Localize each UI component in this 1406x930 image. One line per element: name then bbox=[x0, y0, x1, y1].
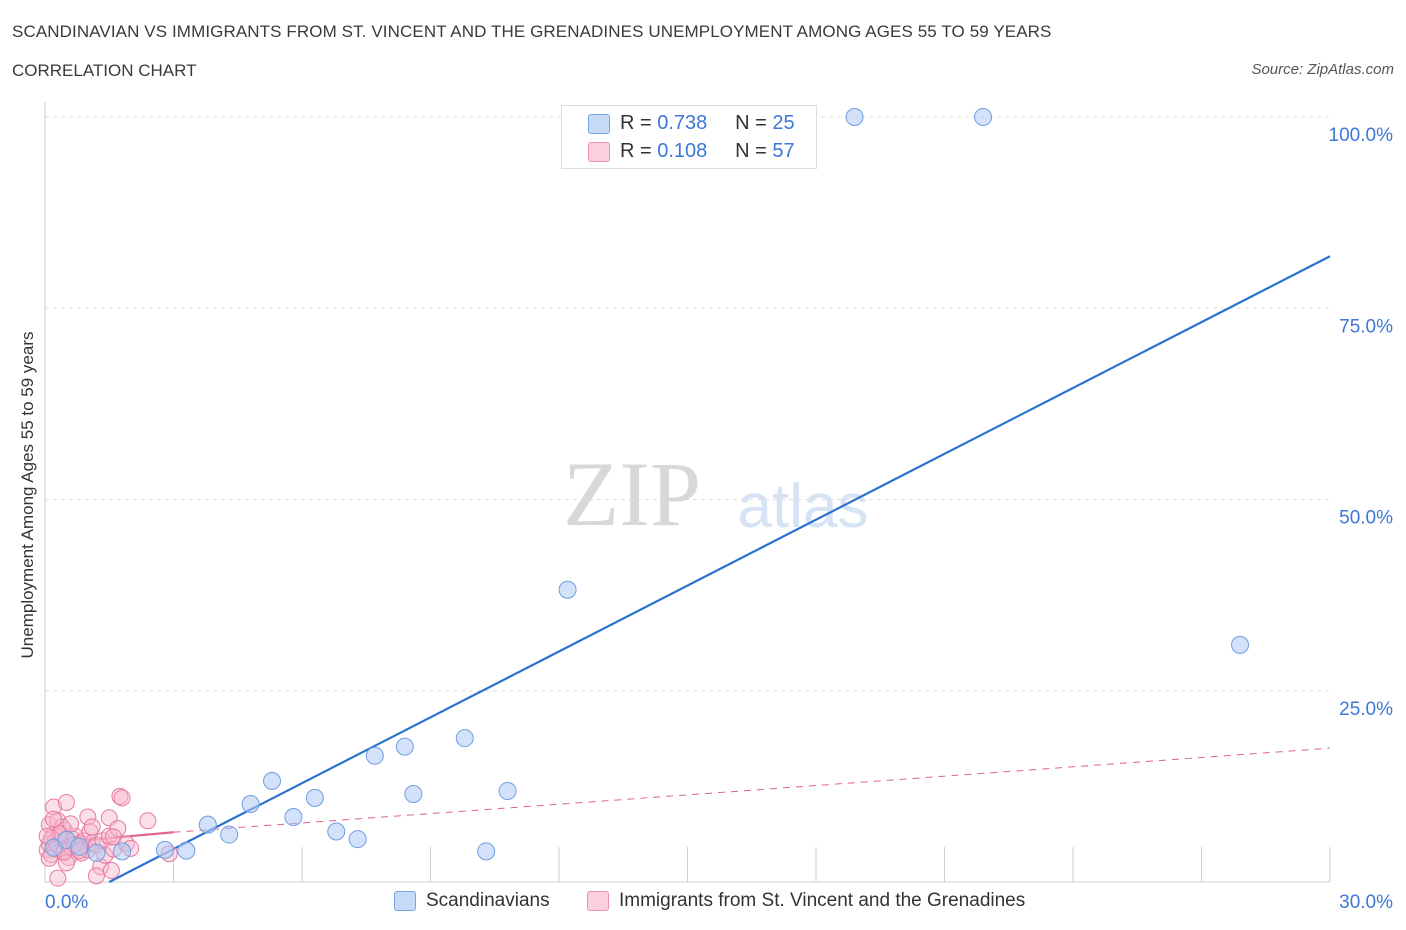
y-tick-label: 100.0% bbox=[1329, 125, 1394, 146]
n-label: N = bbox=[735, 112, 767, 134]
data-point-scandinavians bbox=[395, 737, 414, 756]
data-point-scandinavians bbox=[198, 815, 217, 834]
data-point-scandinavians bbox=[241, 794, 260, 813]
legend-label: Immigrants from St. Vincent and the Gren… bbox=[619, 890, 1026, 911]
data-point-scandinavians bbox=[348, 830, 367, 849]
n-value: 57 bbox=[772, 140, 795, 162]
data-point-scandinavians bbox=[558, 580, 577, 599]
r-label: R = bbox=[620, 112, 652, 134]
data-point-scandinavians bbox=[327, 822, 346, 841]
watermark: ZIP atlas bbox=[563, 443, 868, 545]
data-point-scandinavians bbox=[365, 746, 384, 765]
chart-title: SCANDINAVIAN VS IMMIGRANTS FROM ST. VINC… bbox=[12, 22, 1052, 41]
data-point-immigrants bbox=[102, 862, 120, 880]
r-value: 0.738 bbox=[657, 112, 708, 134]
data-point-scandinavians bbox=[974, 108, 993, 126]
data-point-scandinavians bbox=[498, 781, 517, 800]
data-point-immigrants bbox=[62, 815, 80, 833]
data-point-immigrants bbox=[79, 808, 97, 826]
trend-lines bbox=[44, 255, 1331, 883]
data-point-immigrants bbox=[57, 793, 75, 811]
data-point-immigrants bbox=[49, 869, 67, 887]
data-point-scandinavians bbox=[177, 841, 196, 860]
chart-subtitle: CORRELATION CHART bbox=[12, 61, 197, 80]
data-point-scandinavians bbox=[155, 840, 174, 859]
stats-legend: R = 0.738 N = 25 R = 0.108 N = 57 bbox=[561, 105, 817, 169]
source-attribution: Source: ZipAtlas.com bbox=[1251, 61, 1394, 78]
r-value: 0.108 bbox=[657, 140, 708, 162]
data-point-scandinavians bbox=[1231, 635, 1250, 654]
tick-labels: 100.0% 75.0% 50.0% 25.0% 0.0% 30.0% bbox=[45, 125, 1393, 913]
data-point-immigrants bbox=[45, 798, 63, 816]
data-point-immigrants bbox=[87, 867, 105, 885]
data-point-immigrants bbox=[139, 812, 157, 830]
points-scandinavians bbox=[44, 108, 1250, 862]
data-point-scandinavians bbox=[305, 788, 324, 807]
data-point-immigrants bbox=[45, 810, 63, 828]
swatch-blue bbox=[588, 114, 610, 134]
data-point-scandinavians bbox=[455, 729, 474, 748]
data-point-scandinavians bbox=[284, 807, 303, 826]
y-axis-label: Unemployment Among Ages 55 to 59 years bbox=[18, 331, 37, 659]
data-point-scandinavians bbox=[845, 108, 864, 126]
data-point-immigrants bbox=[57, 854, 75, 872]
data-point-immigrants bbox=[109, 819, 127, 837]
x-tick-label: 30.0% bbox=[1339, 892, 1393, 913]
series-legend: Scandinavians Immigrants from St. Vincen… bbox=[0, 890, 1406, 916]
watermark-zip: ZIP bbox=[563, 443, 701, 545]
y-tick-label: 75.0% bbox=[1339, 316, 1393, 337]
data-point-scandinavians bbox=[404, 785, 423, 804]
swatch-pink bbox=[587, 891, 609, 911]
trend-line-immigrants-dashed bbox=[173, 747, 1331, 833]
grid-lines bbox=[45, 116, 1330, 692]
data-point-scandinavians bbox=[87, 843, 106, 862]
y-tick-label: 50.0% bbox=[1339, 508, 1393, 529]
data-point-scandinavians bbox=[263, 772, 282, 791]
y-tick-label: 25.0% bbox=[1339, 699, 1393, 720]
data-point-immigrants bbox=[83, 818, 101, 836]
data-point-immigrants bbox=[113, 789, 131, 807]
axes bbox=[44, 102, 1331, 883]
swatch-blue bbox=[394, 891, 416, 911]
n-label: N = bbox=[735, 140, 767, 162]
r-label: R = bbox=[620, 140, 652, 162]
x-tick-label: 0.0% bbox=[45, 892, 88, 913]
swatch-pink bbox=[588, 142, 610, 162]
n-value: 25 bbox=[772, 112, 795, 134]
data-point-scandinavians bbox=[113, 842, 132, 861]
data-point-scandinavians bbox=[70, 837, 89, 856]
legend-label: Scandinavians bbox=[426, 890, 550, 911]
trend-line-scandinavians bbox=[108, 255, 1331, 883]
watermark-atlas: atlas bbox=[738, 472, 869, 541]
data-point-scandinavians bbox=[220, 825, 239, 844]
data-point-scandinavians bbox=[477, 842, 496, 861]
